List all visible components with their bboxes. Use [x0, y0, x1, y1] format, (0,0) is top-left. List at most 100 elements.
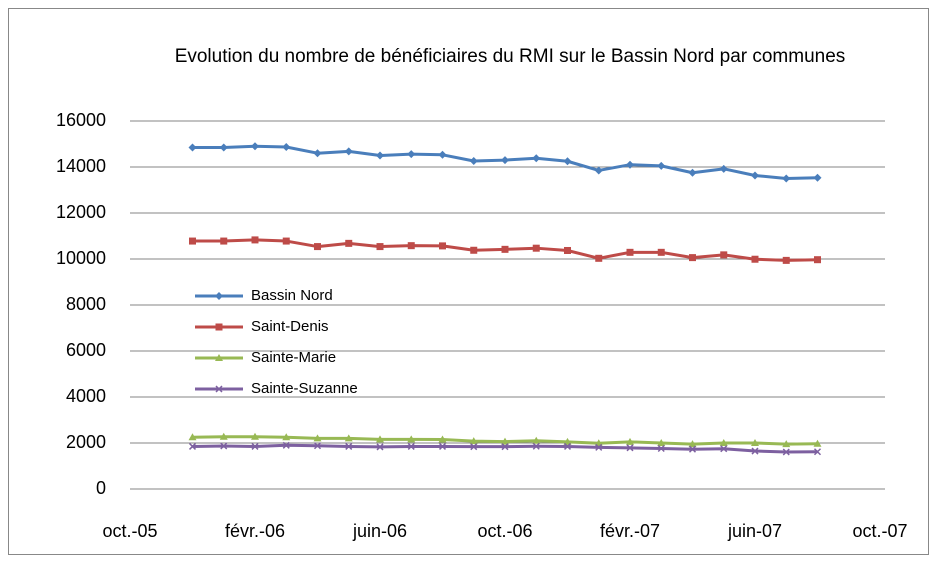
marker [657, 439, 666, 446]
marker [219, 432, 228, 440]
marker [407, 150, 416, 159]
marker [719, 439, 728, 446]
marker [501, 443, 509, 451]
y-tick-label: 14000 [56, 156, 106, 176]
marker [626, 444, 634, 452]
marker [220, 442, 228, 450]
marker [314, 243, 321, 251]
marker [626, 437, 634, 445]
marker [563, 157, 572, 166]
marker [215, 354, 223, 361]
marker [188, 143, 197, 152]
marker [469, 437, 478, 445]
x-tick-label: oct.-05 [102, 521, 157, 541]
marker [501, 156, 509, 165]
marker [188, 433, 197, 441]
marker [751, 439, 759, 446]
marker [438, 150, 447, 159]
marker [594, 166, 603, 175]
marker [751, 171, 759, 180]
marker [219, 143, 228, 152]
marker [470, 246, 478, 254]
y-tick-label: 12000 [56, 202, 106, 222]
marker [470, 443, 478, 451]
marker [251, 142, 259, 151]
marker [626, 160, 634, 169]
marker [282, 142, 291, 151]
marker [564, 246, 571, 254]
marker [282, 441, 290, 449]
marker [688, 440, 697, 448]
marker [407, 242, 415, 250]
marker [688, 445, 697, 453]
legend-label: Saint-Denis [251, 318, 329, 335]
marker [313, 434, 322, 442]
x-tick-label: févr.-07 [600, 521, 660, 541]
marker [813, 439, 822, 447]
chart-border [8, 8, 929, 555]
x-tick-label: févr.-06 [225, 521, 285, 541]
marker [595, 443, 603, 451]
marker [313, 442, 322, 450]
marker [215, 323, 223, 331]
marker [251, 432, 259, 440]
marker [532, 436, 541, 444]
marker [376, 435, 384, 443]
marker [282, 433, 291, 441]
legend-label: Sainte-Suzanne [251, 380, 358, 397]
marker [376, 443, 384, 451]
chart-title: Evolution du nombre de bénéficiaires du … [174, 46, 846, 67]
marker [344, 147, 353, 156]
legend-label: Bassin Nord [251, 287, 333, 304]
marker [657, 248, 665, 256]
x-tick-label: juin-07 [727, 521, 782, 541]
marker [501, 245, 509, 253]
marker [215, 292, 223, 300]
marker [782, 256, 790, 264]
y-tick-label: 2000 [66, 432, 106, 452]
marker [376, 243, 384, 251]
marker [251, 236, 259, 244]
marker [439, 242, 446, 250]
y-tick-label: 0 [96, 478, 106, 498]
marker [626, 248, 634, 256]
marker [345, 239, 353, 247]
marker [532, 154, 541, 163]
marker [407, 435, 416, 443]
marker [563, 437, 572, 445]
marker [407, 442, 415, 450]
marker [220, 237, 228, 245]
marker [188, 442, 197, 450]
x-tick-label: oct.-07 [852, 521, 907, 541]
marker [532, 442, 540, 450]
marker [719, 164, 728, 173]
x-tick-label: oct.-06 [477, 521, 532, 541]
marker [532, 244, 540, 252]
marker [595, 254, 603, 262]
marker [782, 174, 791, 183]
marker [813, 448, 822, 456]
legend-label: Sainte-Marie [251, 349, 336, 366]
marker [782, 448, 790, 456]
y-tick-label: 8000 [66, 294, 106, 314]
marker [345, 442, 353, 450]
x-tick-label: juin-06 [352, 521, 407, 541]
marker [501, 437, 509, 445]
marker [751, 255, 759, 263]
marker [689, 254, 696, 262]
marker [782, 440, 791, 448]
marker [313, 149, 322, 158]
y-tick-label: 16000 [56, 110, 106, 130]
marker [469, 157, 478, 166]
marker [657, 161, 666, 170]
marker [215, 385, 223, 393]
marker [282, 237, 290, 245]
marker [189, 237, 196, 245]
marker [438, 435, 447, 443]
y-tick-label: 10000 [56, 248, 106, 268]
marker [814, 256, 821, 264]
marker [688, 168, 697, 177]
marker [751, 447, 759, 455]
